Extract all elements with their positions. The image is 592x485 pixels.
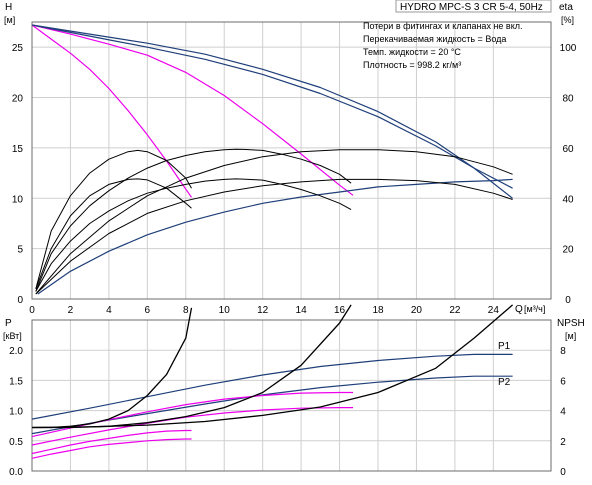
x-tick-label: 16 (334, 305, 346, 316)
y-tick-label-eta: 100 (560, 43, 577, 54)
y-tick-label-power: 0.5 (9, 437, 23, 448)
y-axis-unit-eta: [%] (561, 15, 574, 25)
y-axis-label-power: P (5, 318, 12, 329)
x-tick-label: 12 (257, 305, 269, 316)
x-tick-label: 10 (219, 305, 231, 316)
y-axis-label-head: H (5, 2, 12, 13)
y-tick-label-head: 20 (12, 94, 24, 105)
power-curve-5 (31, 438, 192, 459)
efficiency-curve-4 (37, 178, 513, 295)
efficiency-curve-6 (35, 178, 352, 292)
y-tick-label-npsh: 4 (560, 407, 566, 418)
npsh-curve-8 (31, 304, 514, 429)
power-curve-p1 (31, 353, 513, 420)
x-tick-label: 0 (29, 305, 35, 316)
x-tick-label: 22 (449, 305, 461, 316)
title-box: HYDRO MPC-S 3 CR 5-4, 50Hz (395, 0, 552, 13)
x-tick-label: 2 (68, 305, 74, 316)
y-tick-label-npsh: 6 (560, 376, 566, 387)
y-tick-label-head: 15 (12, 144, 24, 155)
note-line-2: Перекачиваемая жидкость = Вода (363, 34, 506, 44)
y-tick-label-power: 2.0 (9, 346, 23, 357)
y-tick-label-head: 10 (12, 194, 24, 205)
note-line-3: Темп. жидкости = 20 °C (363, 47, 461, 57)
efficiency-curve-7 (35, 178, 513, 295)
note-line-4: Плотность = 998.2 кг/м³ (363, 60, 461, 70)
y-tick-label-power: 1.0 (9, 407, 23, 418)
head-curve-1 (31, 24, 354, 196)
npsh-curve-6 (32, 307, 193, 429)
grid (31, 22, 551, 472)
y-tick-label-head: 25 (12, 43, 24, 54)
efficiency-curve-10 (35, 149, 513, 295)
y-tick-label-power: 1.5 (9, 376, 23, 387)
axes: 0 2 4 6 8 10 12 14 16 18 20 22 240510152025020406080… (9, 21, 577, 478)
y-tick-label-eta: 0 (565, 295, 571, 306)
efficiency-curve-5 (35, 178, 192, 290)
x-tick-label: 4 (106, 305, 112, 316)
head-curve-0 (31, 24, 513, 199)
labels: HYDRO MPC-S 3 CR 5-4, 50Hz Потери в фити… (3, 0, 585, 388)
x-tick-label: 8 (183, 305, 189, 316)
x-tick-label: 14 (296, 305, 308, 316)
x-tick-label: 6 (145, 305, 151, 316)
y-tick-label-npsh: 8 (560, 346, 566, 357)
x-tick-label: 20 (411, 305, 423, 316)
y-axis-unit-head: [м] (4, 15, 15, 25)
x-axis-unit-q: [м³/ч] (524, 304, 545, 314)
head-curve-2 (31, 24, 192, 198)
x-tick-label: 24 (488, 305, 500, 316)
y-tick-label-power: 0.0 (9, 467, 23, 478)
y-tick-label-eta: 80 (562, 94, 574, 105)
y-axis-label-npsh: NPSH (557, 318, 585, 329)
y-tick-label-npsh: 0 (560, 467, 566, 478)
power-curve-4 (31, 429, 192, 455)
x-axis-label-q: Q (515, 304, 523, 315)
top-plot-frame (31, 21, 552, 300)
y-tick-label-npsh: 2 (560, 437, 566, 448)
y-axis-unit-power: [кВт] (3, 331, 22, 341)
series-label-p1: P1 (498, 341, 511, 352)
y-tick-label-head: 5 (17, 245, 23, 256)
efficiency-curve-9 (35, 148, 352, 292)
power-curve-3 (31, 407, 353, 446)
x-tick-label: 18 (372, 305, 384, 316)
note-line-1: Потери в фитингах и клапанах не вкл. (363, 21, 523, 31)
power-curve-p2 (31, 375, 513, 435)
y-tick-label-head: 0 (17, 295, 23, 306)
series-lines (31, 24, 514, 459)
series-label-p2: P2 (498, 377, 511, 388)
y-tick-label-eta: 60 (562, 144, 574, 155)
y-tick-label-eta: 20 (562, 245, 574, 256)
chart-title: HYDRO MPC-S 3 CR 5-4, 50Hz (400, 2, 543, 13)
y-tick-label-eta: 40 (562, 194, 574, 205)
bottom-plot-frame (31, 319, 552, 472)
y-axis-label-eta: eta (559, 2, 573, 13)
efficiency-curve-8 (35, 149, 192, 290)
y-axis-unit-npsh: [м] (565, 331, 576, 341)
